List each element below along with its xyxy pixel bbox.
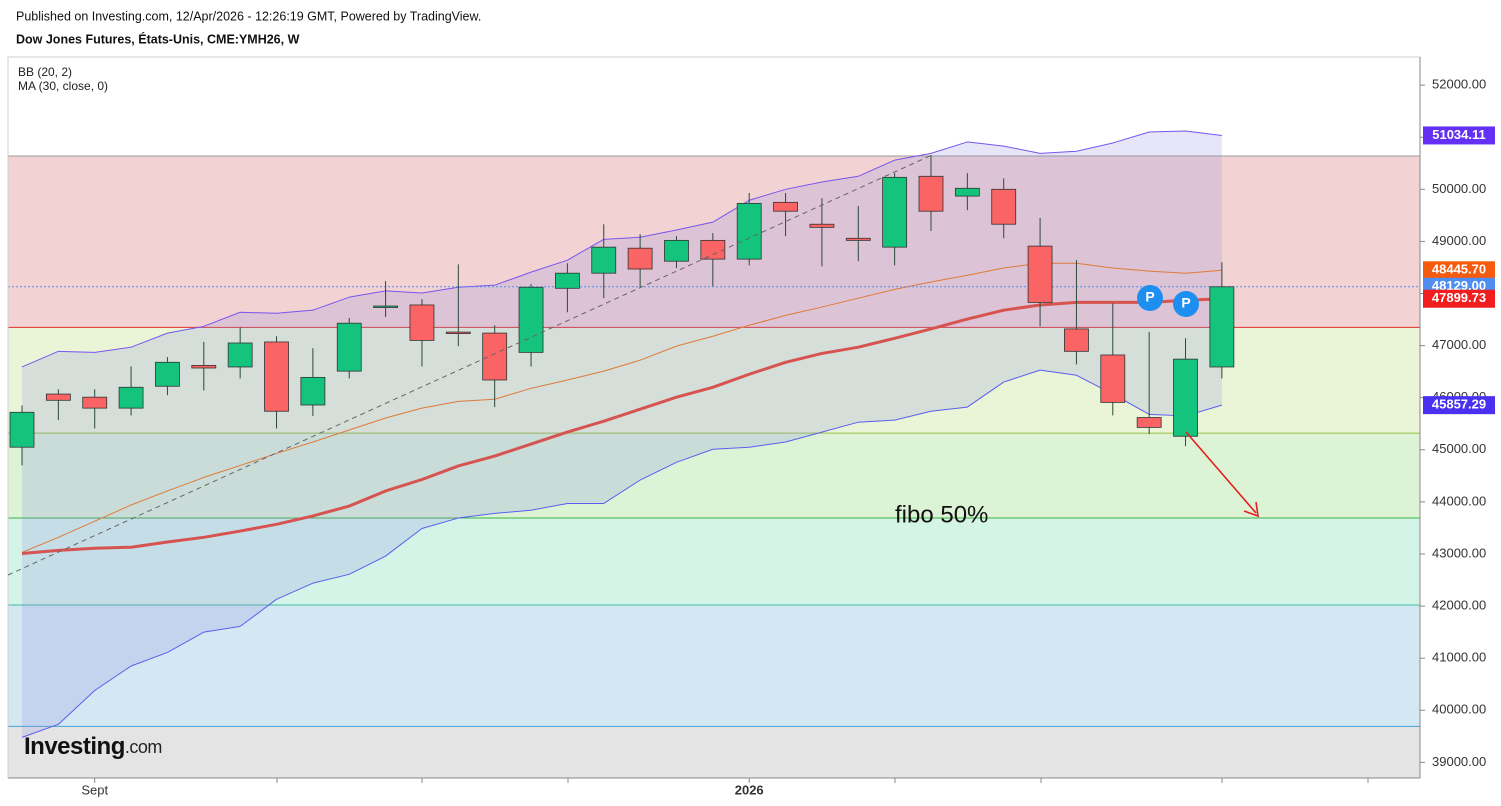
x-tick-label: Sept [81, 782, 108, 797]
y-tick-label: 41000.00 [1432, 650, 1486, 665]
candle-body [373, 305, 399, 308]
candle-body [591, 246, 617, 274]
ma-line [21, 297, 1222, 555]
price-badge-label: 47899.73 [1432, 290, 1486, 305]
bb-basis [21, 262, 1222, 553]
candle-body [1064, 328, 1089, 352]
legend-entry: BB (20, 2) [18, 65, 72, 79]
price-badge-label: 48129.00 [1432, 278, 1486, 293]
candle-body [191, 365, 217, 369]
price-badge [1423, 396, 1495, 415]
legend-entry: MA (30, close, 0) [18, 79, 108, 93]
publisher: Published on Investing.com, 12/Apr/2026 … [16, 9, 481, 23]
trend-line [7, 154, 933, 576]
fib-zone [8, 433, 1420, 519]
logo: Investing.com [24, 733, 162, 760]
y-tick-label: 49000.00 [1432, 233, 1486, 248]
price-badge [1423, 261, 1495, 280]
arrow-line [1185, 431, 1257, 514]
logo-suffix: .com [125, 737, 162, 757]
candle-body [336, 322, 362, 372]
y-tick-label: 42000.00 [1432, 598, 1486, 613]
event-marker-label[interactable]: P [1145, 289, 1154, 305]
candle-body [300, 376, 326, 406]
annotation: fibo 50% [895, 501, 988, 528]
candle-body [664, 239, 689, 262]
bb-fill [22, 130, 1222, 738]
price-badge-label: 51034.11 [1432, 127, 1486, 142]
logo-main: Investing [24, 733, 125, 760]
candle-body [1209, 286, 1235, 368]
bb-lower [21, 369, 1223, 738]
candle-body [882, 176, 908, 248]
candle-body [45, 393, 71, 401]
candle-body [736, 202, 762, 260]
candle-body [809, 223, 835, 228]
candle-body [1100, 354, 1126, 403]
event-marker-label[interactable]: P [1181, 295, 1190, 311]
candle-body [409, 304, 435, 341]
y-tick-label: 39000.00 [1432, 754, 1486, 769]
candle-body [445, 331, 471, 334]
candle-body [82, 396, 108, 409]
candle-body [991, 188, 1017, 225]
candle-body [555, 272, 580, 289]
candle-body [155, 361, 180, 387]
y-tick-label: 47000.00 [1432, 337, 1486, 352]
y-tick-label: 40000.00 [1432, 702, 1486, 717]
event-marker[interactable] [1137, 285, 1163, 311]
y-tick-label: 44000.00 [1432, 493, 1486, 508]
candle-body [845, 237, 871, 241]
candle-body [700, 239, 726, 260]
candle-body [227, 342, 253, 368]
candle-body [1173, 358, 1198, 437]
candle-body [482, 332, 508, 381]
event-marker[interactable] [1173, 291, 1199, 317]
candle-body [918, 175, 944, 212]
bb-upper [21, 130, 1222, 368]
candle-body [118, 386, 144, 409]
price-badge-label: 45857.29 [1432, 397, 1486, 412]
fib-zone [8, 518, 1420, 606]
x-tick-label: 2026 [735, 782, 764, 797]
chart-title: Dow Jones Futures, États-Unis, CME:YMH26… [16, 31, 300, 46]
y-tick-label: 45000.00 [1432, 441, 1486, 456]
candle-body [627, 247, 653, 270]
candle-body [773, 201, 798, 212]
candle-body [9, 411, 35, 448]
arrow-head [1243, 501, 1259, 518]
candle-body [954, 187, 980, 197]
y-tick-label: 52000.00 [1432, 77, 1486, 92]
y-tick-label: 50000.00 [1432, 181, 1486, 196]
candle-body [1027, 245, 1053, 303]
fib-zone [8, 726, 1420, 778]
y-tick-label: 43000.00 [1432, 545, 1486, 560]
plot-base: 39000.00 40000.00 41000.00 42000.00 43000.00… [7, 56, 1495, 797]
candle-body [264, 341, 289, 412]
fib-zone [8, 605, 1420, 727]
price-badge [1423, 289, 1495, 308]
candle-body [518, 286, 544, 353]
price-badge [1423, 126, 1495, 145]
annotations: fibo 50% P P Investing.com Published on … [7, 9, 1369, 783]
candle-body [1136, 417, 1162, 428]
price-badge-label: 48445.70 [1432, 262, 1486, 277]
